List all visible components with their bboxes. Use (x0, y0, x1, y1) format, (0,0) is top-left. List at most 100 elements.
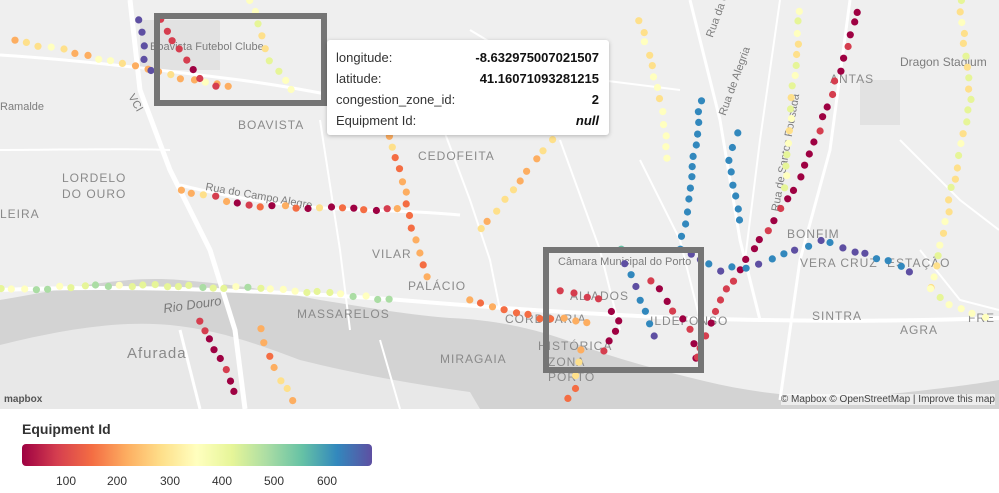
equipment-point[interactable] (707, 319, 715, 327)
equipment-point[interactable] (725, 156, 733, 164)
equipment-point[interactable] (570, 289, 578, 297)
equipment-point[interactable] (960, 29, 969, 38)
equipment-point[interactable] (60, 45, 68, 53)
equipment-point[interactable] (727, 168, 735, 176)
equipment-point[interactable] (872, 255, 881, 263)
equipment-point[interactable] (304, 204, 312, 213)
equipment-point[interactable] (338, 204, 347, 212)
equipment-point[interactable] (957, 305, 965, 313)
equipment-point[interactable] (223, 197, 231, 206)
equipment-point[interactable] (313, 287, 321, 296)
equipment-point[interactable] (233, 199, 241, 207)
equipment-point[interactable] (564, 394, 572, 402)
equipment-point[interactable] (784, 195, 792, 203)
equipment-point[interactable] (466, 296, 474, 304)
map-canvas[interactable]: Boavista Futebol Clube BOAVISTA CEDOFEIT… (0, 0, 999, 409)
equipment-point[interactable] (275, 67, 283, 75)
equipment-point[interactable] (764, 227, 772, 235)
equipment-point[interactable] (71, 49, 79, 58)
equipment-point[interactable] (965, 74, 973, 82)
mapbox-logo[interactable]: mapbox (4, 394, 43, 405)
equipment-point[interactable] (477, 225, 485, 233)
equipment-point[interactable] (303, 288, 311, 297)
equipment-point[interactable] (22, 38, 30, 47)
equipment-point[interactable] (183, 56, 191, 64)
equipment-point[interactable] (945, 208, 953, 216)
equipment-point[interactable] (556, 287, 564, 295)
equipment-point[interactable] (936, 293, 944, 302)
equipment-point[interactable] (685, 195, 693, 203)
equipment-point[interactable] (705, 260, 713, 268)
equipment-point[interactable] (412, 236, 420, 244)
equipment-point[interactable] (209, 284, 217, 292)
equipment-point[interactable] (128, 283, 136, 291)
equipment-point[interactable] (199, 283, 207, 292)
equipment-point[interactable] (694, 130, 702, 138)
equipment-point[interactable] (933, 262, 941, 270)
equipment-point[interactable] (168, 37, 176, 45)
equipment-point[interactable] (391, 154, 399, 162)
equipment-point[interactable] (605, 337, 613, 345)
equipment-point[interactable] (729, 181, 737, 189)
equipment-point[interactable] (56, 282, 64, 290)
equipment-point[interactable] (281, 202, 290, 210)
equipment-point[interactable] (536, 315, 544, 323)
equipment-point[interactable] (963, 118, 971, 126)
equipment-point[interactable] (292, 204, 300, 212)
equipment-point[interactable] (750, 245, 759, 253)
equipment-point[interactable] (210, 346, 218, 354)
equipment-point[interactable] (640, 28, 648, 37)
equipment-point[interactable] (549, 136, 557, 144)
equipment-point[interactable] (0, 285, 5, 293)
equipment-point[interactable] (840, 54, 848, 62)
equipment-point[interactable] (941, 218, 949, 226)
equipment-point[interactable] (260, 339, 268, 347)
equipment-point[interactable] (742, 264, 750, 272)
equipment-point[interactable] (407, 224, 415, 232)
equipment-point[interactable] (282, 76, 290, 84)
equipment-point[interactable] (500, 306, 508, 314)
equipment-point[interactable] (755, 260, 763, 268)
equipment-point[interactable] (177, 186, 185, 194)
equipment-point[interactable] (951, 175, 960, 183)
equipment-point[interactable] (697, 97, 706, 105)
equipment-point[interactable] (729, 277, 738, 285)
equipment-point[interactable] (21, 285, 29, 293)
equipment-point[interactable] (268, 202, 276, 210)
equipment-point[interactable] (839, 244, 847, 252)
equipment-point[interactable] (781, 184, 789, 192)
equipment-point[interactable] (805, 150, 813, 158)
equipment-point[interactable] (801, 161, 809, 169)
equipment-point[interactable] (212, 192, 220, 200)
equipment-point[interactable] (539, 147, 547, 155)
equipment-point[interactable] (787, 114, 796, 123)
equipment-point[interactable] (823, 103, 831, 111)
equipment-point[interactable] (655, 95, 664, 103)
equipment-point[interactable] (958, 18, 966, 27)
equipment-point[interactable] (277, 377, 285, 385)
equipment-point[interactable] (254, 20, 262, 28)
equipment-point[interactable] (648, 62, 656, 70)
equipment-point[interactable] (897, 262, 905, 270)
equipment-point[interactable] (653, 83, 662, 92)
equipment-point[interactable] (788, 82, 796, 90)
equipment-point[interactable] (95, 55, 103, 63)
equipment-point[interactable] (261, 45, 269, 53)
equipment-point[interactable] (784, 139, 793, 147)
equipment-point[interactable] (742, 255, 750, 263)
equipment-point[interactable] (395, 165, 404, 173)
equipment-point[interactable] (717, 267, 725, 275)
equipment-point[interactable] (957, 0, 965, 5)
equipment-point[interactable] (962, 52, 970, 60)
equipment-point[interactable] (607, 307, 616, 316)
equipment-point[interactable] (930, 273, 938, 281)
equipment-point[interactable] (934, 252, 942, 260)
equipment-point[interactable] (793, 29, 801, 38)
equipment-point[interactable] (115, 281, 123, 289)
equipment-point[interactable] (270, 363, 278, 372)
equipment-point[interactable] (336, 290, 345, 298)
equipment-point[interactable] (853, 8, 861, 16)
equipment-point[interactable] (164, 283, 172, 291)
equipment-point[interactable] (560, 314, 568, 322)
equipment-point[interactable] (577, 346, 585, 354)
